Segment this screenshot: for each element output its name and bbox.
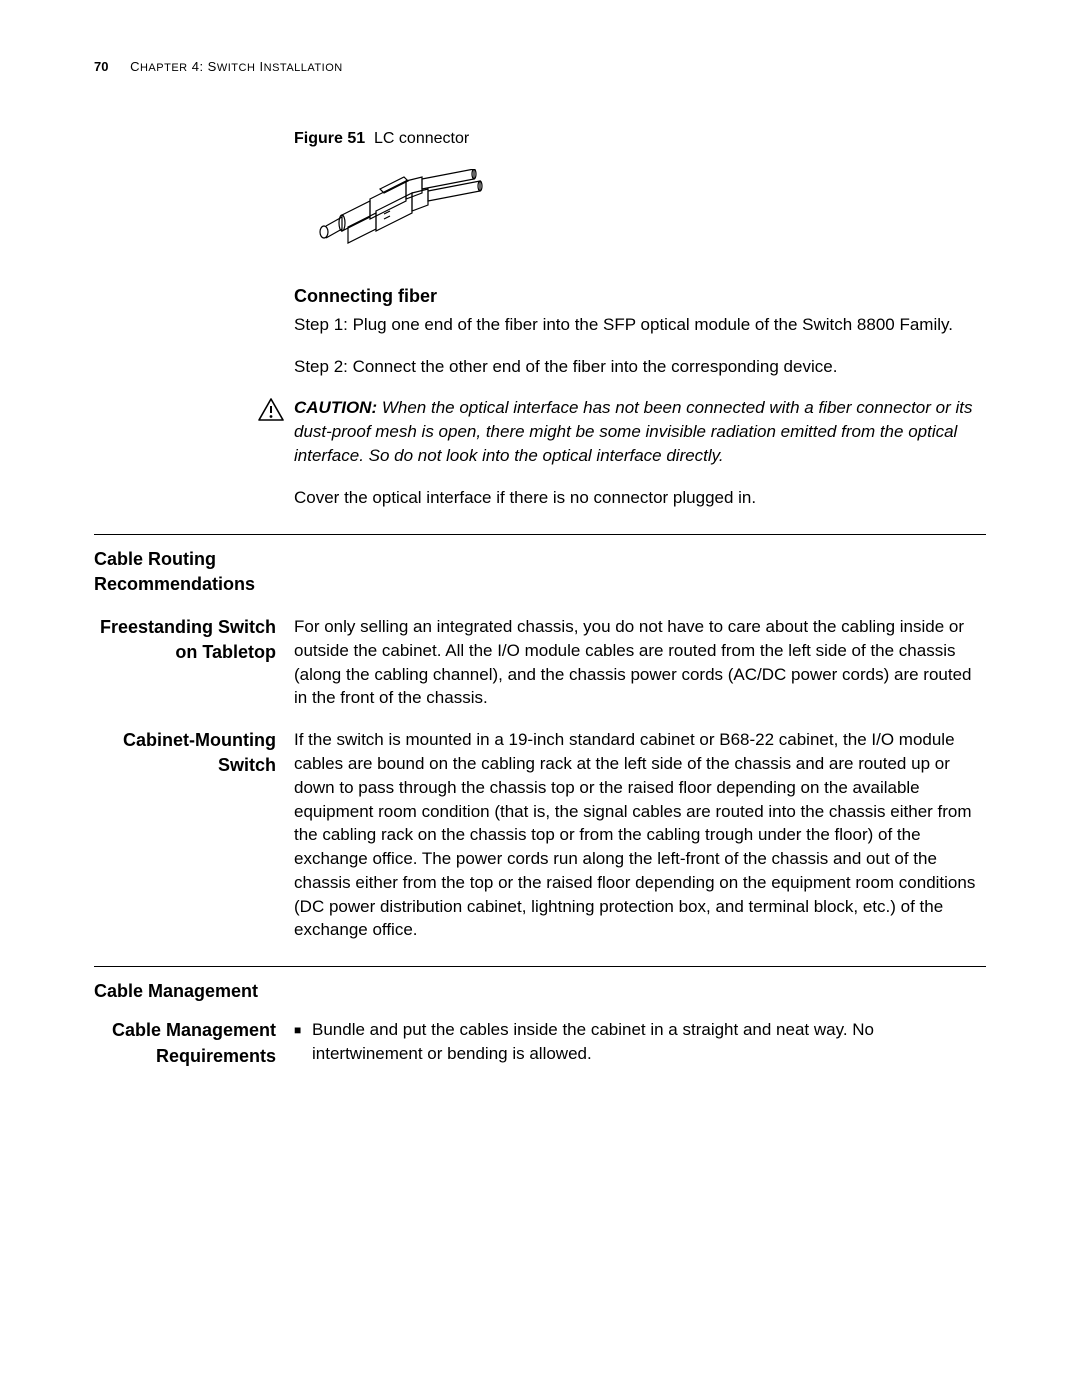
page-header: 70 CHAPTER 4: SWITCH INSTALLATION — [94, 58, 986, 76]
caution-text: CAUTION: When the optical interface has … — [294, 396, 986, 467]
cable-management-heading: Cable Management — [94, 979, 294, 1004]
bullet-icon: ■ — [294, 1018, 312, 1039]
step-1-text: Step 1: Plug one end of the fiber into t… — [294, 313, 986, 337]
bullet-item: ■ Bundle and put the cables inside the c… — [294, 1018, 986, 1066]
figure-label: Figure 51 — [294, 130, 365, 147]
cabinet-mounting-row: Cabinet-Mounting Switch If the switch is… — [94, 728, 986, 942]
caution-label: CAUTION: — [294, 398, 377, 417]
cable-mgmt-req-label: Cable Management Requirements — [94, 1018, 294, 1068]
caution-message: When the optical interface has not been … — [294, 398, 972, 465]
caution-block: CAUTION: When the optical interface has … — [258, 396, 986, 467]
freestanding-row: Freestanding Switch on Tabletop For only… — [94, 615, 986, 710]
cabinet-mounting-label: Cabinet-Mounting Switch — [94, 728, 294, 778]
chapter-title: CHAPTER 4: SWITCH INSTALLATION — [130, 59, 343, 74]
freestanding-label: Freestanding Switch on Tabletop — [94, 615, 294, 665]
cable-mgmt-req-row: Cable Management Requirements ■ Bundle a… — [94, 1018, 986, 1068]
page-container: 70 CHAPTER 4: SWITCH INSTALLATION Figure… — [0, 0, 1080, 1127]
cable-routing-heading: Cable Routing Recommendations — [94, 547, 294, 597]
connecting-fiber-heading: Connecting fiber — [294, 284, 986, 309]
section-divider-2 — [94, 966, 986, 967]
cabinet-mounting-text: If the switch is mounted in a 19-inch st… — [294, 728, 986, 942]
figure-caption: LC connector — [374, 130, 469, 147]
bullet-text: Bundle and put the cables inside the cab… — [312, 1018, 986, 1066]
freestanding-text: For only selling an integrated chassis, … — [294, 615, 986, 710]
cable-routing-heading-row: Cable Routing Recommendations — [94, 547, 986, 597]
cable-mgmt-req-body: ■ Bundle and put the cables inside the c… — [294, 1018, 986, 1066]
lc-connector-figure — [314, 169, 986, 256]
caution-icon — [258, 398, 294, 429]
section-divider — [94, 534, 986, 535]
step-2-text: Step 2: Connect the other end of the fib… — [294, 355, 986, 379]
page-number: 70 — [94, 59, 108, 74]
figure-caption-line: Figure 51 LC connector — [294, 128, 986, 150]
cable-management-heading-row: Cable Management — [94, 979, 986, 1004]
cover-note: Cover the optical interface if there is … — [294, 486, 986, 510]
